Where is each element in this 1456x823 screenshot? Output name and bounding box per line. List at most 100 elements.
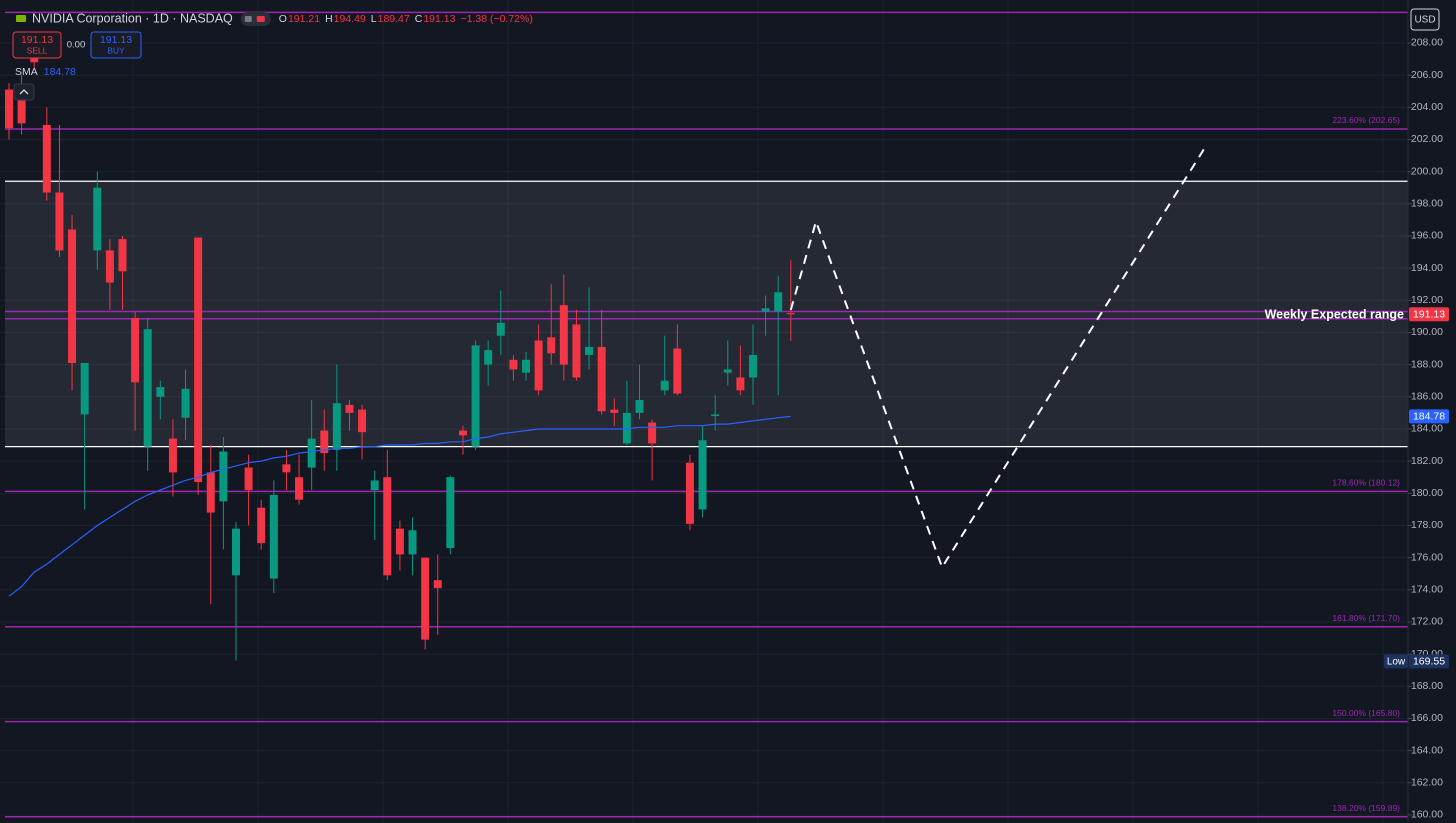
buy-price: 191.13 xyxy=(100,34,132,46)
price-tag xyxy=(1409,409,1449,424)
fib-label: 178.60% (180.12) xyxy=(1332,478,1400,488)
candle-body xyxy=(206,472,215,513)
candle-body xyxy=(648,422,657,444)
candle-body xyxy=(723,369,732,373)
y-tick-label: 204.00 xyxy=(1411,101,1443,113)
candle-body xyxy=(685,462,694,524)
candle-body xyxy=(320,430,329,454)
y-tick-label: 168.00 xyxy=(1411,680,1443,692)
candle-body xyxy=(118,239,127,272)
candle-body xyxy=(458,430,467,436)
change: −1.38 (−0.72%) xyxy=(460,13,532,25)
y-tick-label: 206.00 xyxy=(1411,69,1443,81)
candle-body xyxy=(635,400,644,413)
candle-body xyxy=(358,409,367,433)
candle-body xyxy=(345,404,354,413)
candle-body xyxy=(774,292,783,312)
candle-body xyxy=(231,528,240,576)
y-tick-label: 172.00 xyxy=(1411,616,1443,628)
ohlc-value: 194.49 xyxy=(334,13,366,25)
candle-body xyxy=(269,494,278,579)
sell-button[interactable] xyxy=(12,31,62,59)
candle-body xyxy=(572,324,581,378)
price-tag xyxy=(1409,654,1449,669)
y-tick-label: 174.00 xyxy=(1411,584,1443,596)
candle-body xyxy=(736,377,745,391)
candle-body xyxy=(370,480,379,491)
y-tick-label: 186.00 xyxy=(1411,391,1443,403)
candle-body xyxy=(698,440,707,510)
ohlc-value: 191.13 xyxy=(423,13,455,25)
y-tick-label: 184.00 xyxy=(1411,423,1443,435)
candle-body xyxy=(332,403,341,450)
candle-body xyxy=(673,348,682,394)
candle-body xyxy=(585,346,594,355)
projection-path xyxy=(789,143,1208,570)
candle-body xyxy=(471,345,480,447)
y-tick-label: 160.00 xyxy=(1411,809,1443,821)
candle-body xyxy=(307,438,316,468)
y-tick-label: 194.00 xyxy=(1411,262,1443,274)
candle-body xyxy=(143,329,152,447)
candle-body xyxy=(408,530,417,555)
currency-button[interactable] xyxy=(1410,8,1440,31)
buy-button[interactable] xyxy=(90,31,142,59)
candle-body xyxy=(219,451,228,502)
candle-body xyxy=(93,187,102,251)
candle-body xyxy=(711,414,720,417)
price-tag-label: 184.78 xyxy=(1413,411,1445,423)
candle-body xyxy=(610,409,619,413)
range-zone xyxy=(5,181,1408,447)
y-tick-label: 202.00 xyxy=(1411,133,1443,145)
candle-body xyxy=(509,359,518,370)
y-tick-label: 196.00 xyxy=(1411,230,1443,242)
symbol-title: NVIDIA Corporation · 1D · NASDAQ xyxy=(32,11,233,25)
candle-body xyxy=(282,464,291,473)
price-tag xyxy=(1409,307,1449,322)
candle-body xyxy=(383,477,392,576)
fib-label: 223.60% (202.65) xyxy=(1332,115,1400,125)
candle-body xyxy=(5,89,13,129)
ohlc-key: L xyxy=(371,13,377,25)
ohlc-key: C xyxy=(415,13,423,25)
collapse-icon xyxy=(19,89,29,95)
candle-body xyxy=(257,507,266,544)
y-tick-label: 188.00 xyxy=(1411,358,1443,370)
price-tag-label: 191.13 xyxy=(1413,309,1445,321)
candle-body xyxy=(295,477,304,500)
ohlc-value: 191.21 xyxy=(288,13,320,25)
candle-body xyxy=(181,388,190,418)
fib-label: 150.00% (165.80) xyxy=(1332,708,1400,718)
candle-body xyxy=(68,229,77,364)
candle-body xyxy=(80,363,89,415)
status-dot-red xyxy=(256,16,265,22)
candle-body xyxy=(105,250,114,283)
y-tick-label: 164.00 xyxy=(1411,744,1443,756)
spread: 0.00 xyxy=(67,40,86,51)
candle-body xyxy=(17,91,26,124)
status-pill xyxy=(240,12,271,26)
ohlc-key: H xyxy=(325,13,333,25)
buy-label: BUY xyxy=(107,45,125,55)
candle-body xyxy=(622,412,631,444)
symbol-icon xyxy=(16,15,26,22)
sma-line xyxy=(8,415,791,597)
sell-price: 191.13 xyxy=(21,34,53,46)
candle-body xyxy=(748,354,757,378)
y-tick-label: 190.00 xyxy=(1411,326,1443,338)
y-tick-label: 208.00 xyxy=(1411,37,1443,49)
sma-name: SMA xyxy=(15,66,38,78)
y-tick-label: 200.00 xyxy=(1411,165,1443,177)
y-tick-label: 180.00 xyxy=(1411,487,1443,499)
y-tick-label: 176.00 xyxy=(1411,551,1443,563)
candle-body xyxy=(433,580,442,589)
collapse-button[interactable] xyxy=(13,83,35,101)
candle-body xyxy=(761,308,770,312)
candle-body xyxy=(484,350,493,365)
candle-body xyxy=(446,477,455,548)
candle-body xyxy=(534,340,543,391)
price-tag-label: 169.55 xyxy=(1413,656,1445,668)
candle-body xyxy=(786,312,795,315)
